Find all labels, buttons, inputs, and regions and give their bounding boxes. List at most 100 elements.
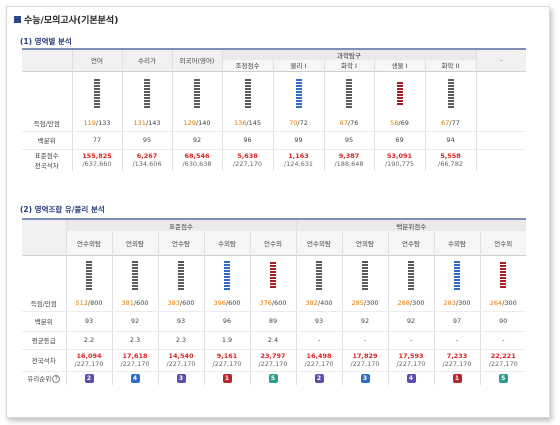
bar-row (22, 71, 526, 115)
bar-segment (194, 105, 200, 108)
bar-segment (194, 99, 200, 102)
bar-segment (270, 280, 276, 283)
combo-header: 언수외 (249, 231, 296, 255)
bar-segment (316, 281, 322, 284)
rank-total: /188,648 (334, 160, 364, 169)
bar-segment (224, 287, 230, 290)
raw-max: /133 (95, 118, 111, 127)
bar-segment (447, 78, 454, 81)
raw-max: /145 (246, 118, 262, 127)
help-icon[interactable]: ? (52, 375, 61, 384)
bar-segment (295, 105, 302, 108)
rank-badge: 4 (130, 373, 140, 383)
science-group-header: 과학탐구 (221, 49, 476, 60)
percentile-cell: 96 (221, 131, 273, 150)
bar-segment (244, 96, 251, 99)
bar-segment (244, 102, 251, 105)
bar-segment (316, 263, 322, 266)
raw-max: /69 (398, 118, 409, 127)
bar-segment (194, 84, 200, 87)
bar-segment (178, 281, 184, 284)
bar-segment (454, 260, 460, 263)
percentile-cell: 94 (424, 131, 476, 150)
percentile-cell: 92 (171, 131, 222, 150)
row-label-rank: 표준점수 전국석차 (34, 152, 59, 171)
bar-segment (346, 81, 352, 84)
row-label-raw: 득점/만점 (22, 115, 72, 132)
bar-segment (144, 93, 150, 96)
raw-score: 70 (289, 118, 298, 127)
bar-segment (132, 266, 138, 269)
corner-cell (22, 219, 66, 255)
bar-segment (500, 265, 507, 268)
bar-segment (86, 269, 92, 272)
bar-segment (178, 284, 184, 287)
bar-segment (194, 102, 200, 105)
bar-segment (178, 272, 184, 275)
bar-segment (447, 99, 454, 102)
bar-segment (346, 93, 352, 96)
rank-total: /66,782 (438, 160, 463, 169)
score-bar (193, 78, 201, 109)
bar-segment (396, 102, 403, 105)
bar-segment (362, 284, 368, 287)
bar-segment (447, 90, 454, 93)
bar-segment (178, 260, 184, 263)
bar-segment (270, 271, 276, 274)
bar-segment (500, 271, 507, 274)
bar-segment (295, 84, 302, 87)
bar-segment (454, 266, 460, 269)
bar-segment (316, 284, 322, 287)
bar-segment (396, 81, 403, 84)
combo-bar (131, 260, 139, 291)
bar-segment (132, 278, 138, 281)
combo-header: 언수외탐 (65, 231, 112, 255)
raw-score: 67 (339, 118, 348, 127)
bar-segment (362, 266, 368, 269)
raw-score: 136 (233, 118, 247, 127)
bar-segment (346, 87, 352, 90)
bar-segment (178, 266, 184, 269)
bar-segment (270, 262, 276, 265)
bar-segment (86, 266, 92, 269)
row-label-preference: 유리순위? (22, 371, 66, 385)
rank-total: /227,170 (232, 160, 263, 169)
bar-segment (447, 102, 454, 105)
bar-segment (346, 78, 352, 81)
row-label-percentile: 백분위 (22, 131, 72, 150)
bar-segment (500, 280, 507, 283)
combo-bar (223, 260, 231, 291)
percentile-cell: 99 (272, 131, 324, 150)
bar-segment (194, 81, 200, 84)
bar-segment (270, 265, 276, 268)
combo-header: 언수탐 (157, 231, 204, 255)
bar-segment (447, 84, 454, 87)
bar-segment (94, 99, 100, 102)
raw-score: 119 (83, 118, 96, 127)
rank-value: 5,638 (237, 152, 258, 161)
bar-segment (454, 263, 460, 266)
combo-bar (269, 261, 277, 289)
bar-segment (178, 278, 184, 281)
bar-segment (346, 102, 352, 105)
bar-segment (194, 90, 200, 93)
bar-segment (132, 281, 138, 284)
combo-bar (499, 261, 507, 289)
bar-segment (500, 268, 507, 271)
bar-segment (86, 281, 92, 284)
bar-segment (362, 260, 368, 263)
bar-segment (408, 278, 414, 281)
bar-segment (316, 266, 322, 269)
bar-segment (194, 87, 200, 90)
score-bar (143, 78, 151, 109)
subject-header: - (475, 49, 526, 71)
rank-badge: 1 (222, 373, 232, 383)
bar-segment (396, 96, 403, 99)
bar-segment (132, 275, 138, 278)
bar-segment (295, 96, 302, 99)
bar-segment (408, 263, 414, 266)
bar-segment (316, 278, 322, 281)
bar-segment (94, 105, 100, 108)
bar-segment (408, 287, 414, 290)
score-bar (345, 78, 353, 109)
